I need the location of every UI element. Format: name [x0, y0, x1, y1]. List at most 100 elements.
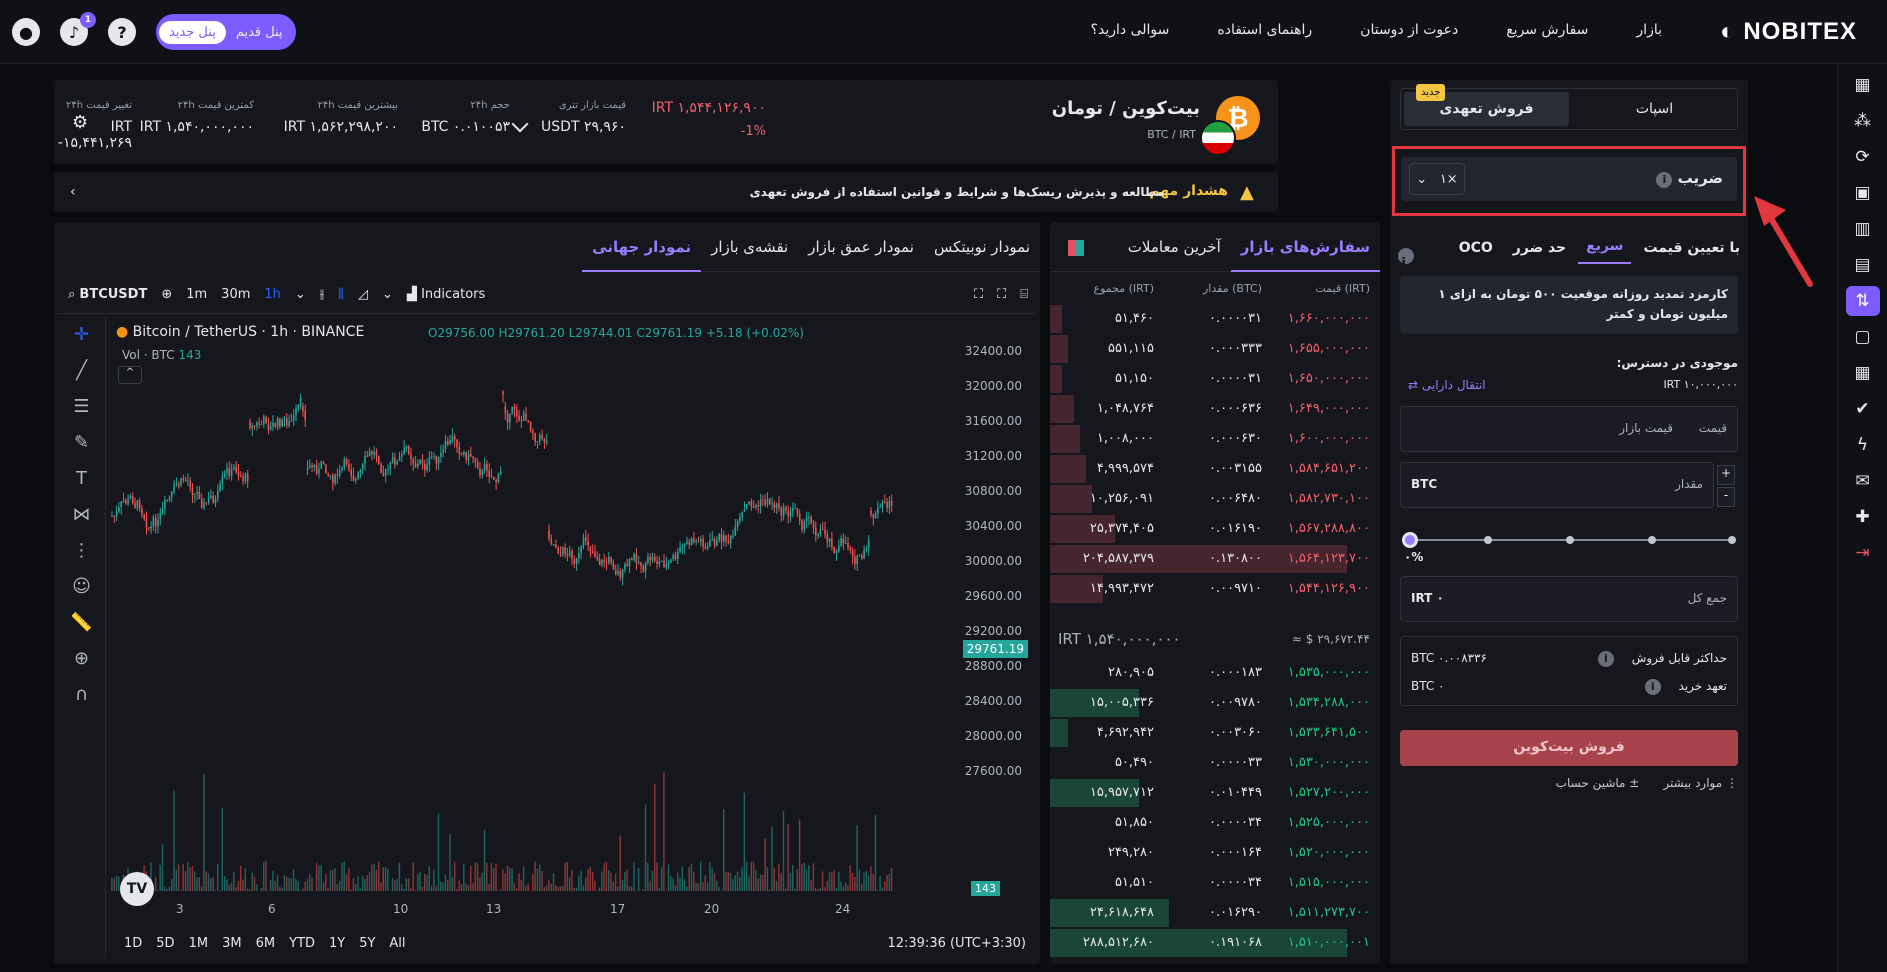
tab-spot[interactable]: اسپات — [1635, 101, 1674, 117]
orderbook-row[interactable]: ۱,۵۳۳,۶۴۱,۵۰۰ ۰.۰۰۳۰۶۰ ۴,۶۹۲,۹۴۲ — [1050, 718, 1380, 748]
orderbook-row[interactable]: ۱,۵۳۵,۰۰۰,۰۰۰ ۰.۰۰۰۱۸۳ ۲۸۰,۹۰۵ — [1050, 658, 1380, 688]
orderbook-row[interactable]: ۱,۵۳۴,۲۸۸,۰۰۰ ۰.۰۰۹۷۸۰ ۱۵,۰۰۵,۳۳۶ — [1050, 688, 1380, 718]
old-panel-button[interactable]: پنل قدیم — [235, 24, 283, 40]
fullscreen-icon[interactable]: ⛶ — [973, 287, 984, 302]
orderbook-row[interactable]: ۱,۵۱۰,۰۰۰,۰۰۱ ۰.۱۹۱۰۶۸ ۲۸۸,۵۱۲,۶۸۰ — [1050, 928, 1380, 958]
tab-stop-loss[interactable]: حد ضرر — [1512, 240, 1567, 256]
area-chart-icon[interactable]: ◿ — [358, 287, 369, 302]
nav-market[interactable]: بازار — [1636, 22, 1662, 38]
range-3m[interactable]: 3M — [222, 935, 242, 951]
transfer-assets-link[interactable]: ⇄ انتقال دارایی — [1408, 378, 1486, 392]
fib-icon[interactable]: ☰ — [73, 395, 90, 417]
symbol-search[interactable]: ⌕ BTCUSDT — [68, 287, 147, 302]
orderbook-row[interactable]: ۱,۶۵۵,۰۰۰,۰۰۰ ۰.۰۰۰۳۳۳ ۵۵۱,۱۱۵ — [1050, 334, 1380, 364]
orderbook-row[interactable]: ۱,۵۴۴,۱۲۶,۹۰۰ ۰.۰۰۹۷۱۰ ۱۴,۹۹۳,۴۷۲ — [1050, 574, 1380, 604]
forecast-icon[interactable]: ⋮ — [72, 539, 91, 561]
zoom-icon[interactable]: ⊕ — [73, 647, 90, 669]
orderbook-row[interactable]: ۱,۵۸۴,۶۵۱,۲۰۰ ۰.۰۰۳۱۵۵ ۴,۹۹۹,۵۷۴ — [1050, 454, 1380, 484]
total-field[interactable]: جمع کل IRT ۰ — [1400, 576, 1738, 622]
slider-knob[interactable] — [1402, 532, 1418, 548]
panel-toggle[interactable]: پنل جدید پنل قدیم — [156, 14, 296, 50]
text-icon[interactable]: T — [76, 467, 87, 489]
style-chevron-down-icon[interactable]: ⌄ — [382, 287, 393, 302]
range-1y[interactable]: 1Y — [328, 935, 346, 951]
add-user-icon[interactable]: ✚ — [1855, 507, 1870, 527]
interval-1m[interactable]: 1m — [186, 287, 208, 302]
tab-nobitex-chart[interactable]: نمودار نوبیتکس — [933, 238, 1030, 256]
network-icon[interactable]: ⁂ — [1854, 111, 1871, 131]
orderbook-row[interactable]: ۱,۵۸۲,۷۳۰,۱۰۰ ۰.۰۰۶۴۸۰ ۱۰,۲۵۶,۰۹۱ — [1050, 484, 1380, 514]
gear-icon[interactable]: ⚙ — [72, 112, 89, 133]
leverage-select[interactable]: ⌄ ۱× — [1409, 163, 1465, 195]
crosshair-icon[interactable]: ✛ — [73, 323, 90, 345]
info-icon[interactable]: i — [1656, 172, 1673, 188]
orderbook-row[interactable]: ۱,۵۶۷,۲۸۸,۸۰۰ ۰.۰۱۶۱۹۰ ۲۵,۳۷۴,۴۰۵ — [1050, 514, 1380, 544]
orderbook-row[interactable]: ۱,۶۵۰,۰۰۰,۰۰۰ ۰.۰۰۰۰۳۱ ۵۱,۱۵۰ — [1050, 364, 1380, 394]
dashboard-icon[interactable]: ▦ — [1854, 75, 1871, 95]
increment-button[interactable]: + — [1717, 465, 1735, 485]
collapse-chevron-up-icon[interactable]: ^ — [118, 366, 142, 384]
orderbook-row[interactable]: ۱,۵۲۵,۰۰۰,۰۰۰ ۰.۰۰۰۰۳۴ ۵۱,۸۵۰ — [1050, 808, 1380, 838]
trendline-icon[interactable]: ╱ — [76, 359, 87, 381]
tab-last-trades[interactable]: آخرین معاملات — [1127, 238, 1221, 256]
range-5d[interactable]: 5D — [156, 935, 175, 951]
orderbook-row[interactable]: ۱,۵۲۰,۰۰۰,۰۰۰ ۰.۰۰۰۱۶۴ ۲۴۹,۲۸۰ — [1050, 838, 1380, 868]
tab-depth-chart[interactable]: نمودار عمق بازار — [808, 238, 914, 256]
slider-step[interactable] — [1648, 536, 1656, 544]
slider-step[interactable] — [1728, 536, 1736, 544]
tab-global-chart[interactable]: نمودار جهانی — [582, 222, 702, 272]
info-icon[interactable]: i — [1644, 679, 1661, 695]
slider-step[interactable] — [1566, 536, 1574, 544]
exchange-icon[interactable]: ⟳ — [1855, 147, 1870, 167]
orders-icon[interactable]: ▤ — [1854, 255, 1871, 275]
amount-field[interactable]: مقدار BTC + - — [1400, 462, 1735, 508]
nav-guide[interactable]: راهنمای استفاده — [1217, 22, 1313, 38]
mail-icon[interactable]: ✉ — [1855, 471, 1870, 491]
tab-margin-sell[interactable]: فروش تعهدی — [1404, 92, 1569, 126]
logout-icon[interactable]: ⇥ — [1855, 543, 1870, 563]
range-1m[interactable]: 1M — [188, 935, 209, 951]
info-icon[interactable]: i — [1597, 651, 1614, 667]
expand-icon[interactable]: ⛶ — [997, 287, 1007, 302]
help-icon[interactable]: ? — [108, 18, 136, 46]
new-panel-button[interactable]: پنل جدید — [159, 20, 226, 44]
decrement-button[interactable]: - — [1717, 487, 1735, 507]
interval-chevron-down-icon[interactable]: ⌄ — [294, 287, 306, 302]
calculator-link[interactable]: ± ماشین حساب — [1556, 776, 1640, 790]
profile-icon[interactable]: ▢ — [1854, 327, 1871, 347]
orderbook-row[interactable]: ۱,۵۱۱,۲۷۳,۷۰۰ ۰.۰۱۶۲۹۰ ۲۴,۶۱۸,۶۴۸ — [1050, 898, 1380, 928]
price-field[interactable]: قیمت قیمت بازار — [1400, 406, 1738, 452]
y-axis[interactable]: 32400.00 32000.00 31600.00 31200.00 30800.00… — [962, 316, 1032, 920]
slider-step[interactable] — [1484, 536, 1492, 544]
tab-market-orders[interactable]: سفارش‌های بازار — [1230, 222, 1380, 272]
orderbook-row[interactable]: ۱,۶۶۰,۰۰۰,۰۰۰ ۰.۰۰۰۰۳۱ ۵۱,۴۶۰ — [1050, 304, 1380, 334]
chart-clock[interactable]: 12:39:36 (UTC+3:30) — [887, 935, 1026, 951]
interval-30m[interactable]: 30m — [221, 287, 251, 302]
orderbook-row[interactable]: ۱,۶۰۰,۰۰۰,۰۰۰ ۰.۰۰۰۶۳۰ ۱,۰۰۸,۰۰۰ — [1050, 424, 1380, 454]
bar-style-icon[interactable]: ⫲ — [319, 287, 325, 302]
user-icon[interactable]: ● — [12, 18, 40, 46]
market-chevron-down-icon[interactable] — [511, 115, 529, 133]
emoji-icon[interactable]: ☺ — [72, 575, 91, 597]
ruler-icon[interactable]: 📏 — [70, 611, 93, 633]
orderbook-layout-icon[interactable] — [1068, 240, 1084, 256]
camera-icon[interactable]: ⌸ — [1020, 287, 1028, 302]
range-5y[interactable]: 5Y — [359, 935, 376, 951]
bell-icon[interactable]: ♪ 1 — [60, 12, 96, 46]
orderbook-row[interactable]: ۱,۵۲۷,۲۰۰,۰۰۰ ۰.۰۱۰۴۴۹ ۱۵,۹۵۷,۷۱۲ — [1050, 778, 1380, 808]
magnet-icon[interactable]: ∩ — [74, 683, 89, 705]
pattern-icon[interactable]: ⋈ — [72, 503, 91, 525]
tab-quick[interactable]: سریع — [1578, 230, 1632, 264]
lightning-icon[interactable]: ϟ — [1856, 435, 1869, 455]
amount-slider[interactable] — [1402, 530, 1736, 550]
indicators-button[interactable]: ▟ Indicators — [407, 287, 485, 302]
more-options[interactable]: ⋮ موارد بیشتر — [1663, 776, 1738, 790]
orderbook-row[interactable]: ۱,۵۱۵,۰۰۰,۰۰۰ ۰.۰۰۰۰۳۴ ۵۱,۵۱۰ — [1050, 868, 1380, 898]
security-icon[interactable]: ✔ — [1855, 399, 1870, 419]
warning-bar[interactable]: ▲ هشدار مهم مطالعه و پذیرش ریسک‌ها و شرا… — [54, 172, 1278, 212]
chevron-left-icon[interactable]: ‹ — [70, 184, 76, 200]
nav-quick-order[interactable]: سفارش سریع — [1506, 22, 1589, 38]
candles-icon[interactable]: ⫼ — [338, 287, 345, 302]
nav-faq[interactable]: سوالی دارید؟ — [1090, 22, 1170, 38]
range-1d[interactable]: 1D — [124, 935, 143, 951]
